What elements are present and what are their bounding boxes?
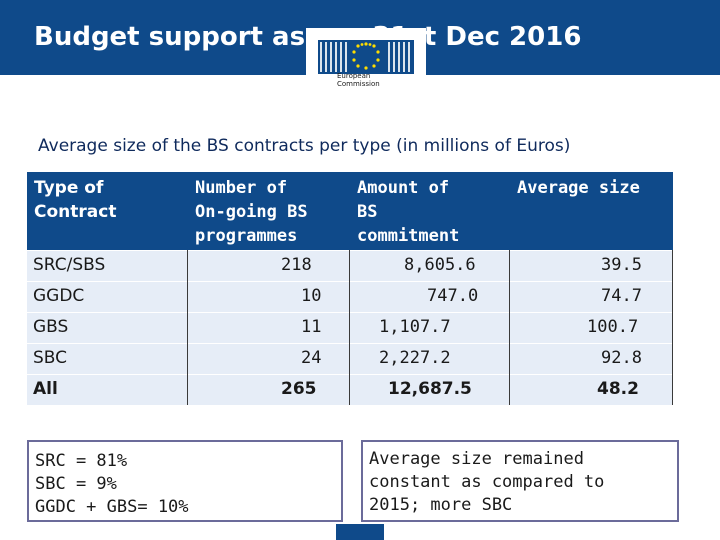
table-row-total: All 265 12,687.5 48.2 [27, 374, 673, 405]
header-type: Type of Contract [34, 178, 117, 222]
eu-flag-icon [318, 40, 414, 74]
header-number: Number of On-going BS programmes [195, 178, 308, 246]
header-amount: Amount of BS commitment [357, 178, 460, 246]
table-row: SRC/SBS 218 8,605.6 39.5 [27, 250, 673, 281]
table-row: SBC 24 2,227.2 92.8 [27, 343, 673, 374]
header-average: Average size [517, 178, 640, 198]
european-commission-logo [306, 28, 426, 96]
table-row: GGDC 10 747.0 74.7 [27, 281, 673, 312]
share-summary-box: SRC = 81% SBC = 9% GGDC + GBS= 10% [27, 440, 343, 522]
table-header: Type of Contract Number of On-going BS p… [27, 172, 673, 250]
table-caption: Average size of the BS contracts per typ… [38, 136, 571, 156]
note-box: Average size remained constant as compar… [361, 440, 679, 522]
logo-text: European Commission [337, 72, 380, 88]
table-grid-lines [27, 250, 673, 405]
table-row: GBS 11 1,107.7 100.7 [27, 312, 673, 343]
footer-accent [336, 524, 384, 540]
